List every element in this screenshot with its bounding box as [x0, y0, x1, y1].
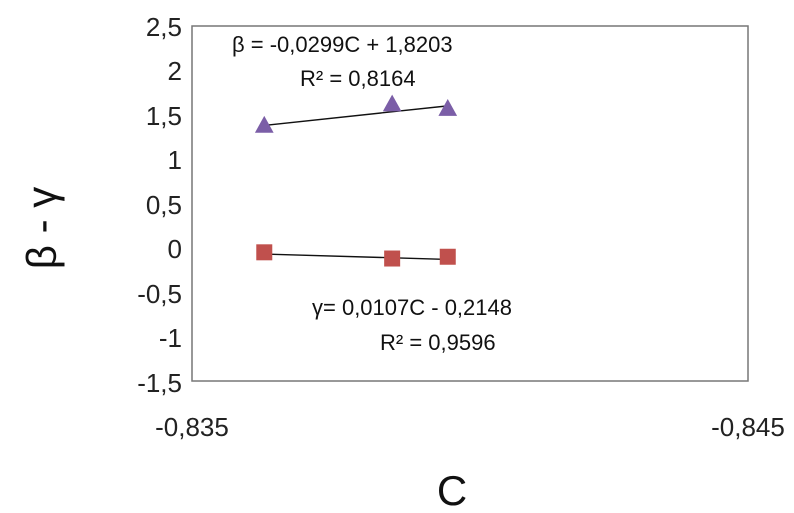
- beta-trendline: [264, 105, 448, 127]
- gamma-data-point: [439, 248, 456, 265]
- y-axis-title: β - γ: [18, 187, 65, 269]
- gamma-r2-label: R² = 0,9596: [380, 330, 496, 355]
- gamma-trendline: [264, 253, 448, 261]
- y-tick-label: 2: [168, 56, 182, 86]
- gamma-data-point: [384, 250, 401, 267]
- y-tick-label: -0,5: [137, 279, 182, 309]
- y-tick-label: 2,5: [146, 12, 182, 42]
- y-tick-label: 0,5: [146, 190, 182, 220]
- beta-data-point: [254, 115, 274, 133]
- gamma-data-point: [256, 244, 273, 261]
- beta-data-point: [382, 94, 402, 112]
- x-tick-label-left: -0,835: [155, 412, 229, 442]
- y-tick-label: 1: [168, 145, 182, 175]
- beta-r2-label: R² = 0,8164: [300, 66, 416, 91]
- y-tick-label: 0: [168, 234, 182, 264]
- x-axis-title: C: [437, 467, 467, 513]
- y-tick-label: 1,5: [146, 101, 182, 131]
- y-tick-labels: -1,5 -1 -0,5 0 0,5 1 1,5 2 2,5: [137, 12, 182, 398]
- gamma-equation-label: γ= 0,0107C - 0,2148: [312, 295, 512, 320]
- beta-equation-label: β = -0,0299C + 1,8203: [232, 32, 453, 57]
- data-markers: [254, 94, 458, 267]
- y-tick-label: -1,5: [137, 368, 182, 398]
- beta-data-point: [438, 99, 458, 116]
- x-tick-label-right: -0,845: [711, 412, 785, 442]
- y-tick-label: -1: [159, 323, 182, 353]
- plot-area-frame: [191, 25, 749, 382]
